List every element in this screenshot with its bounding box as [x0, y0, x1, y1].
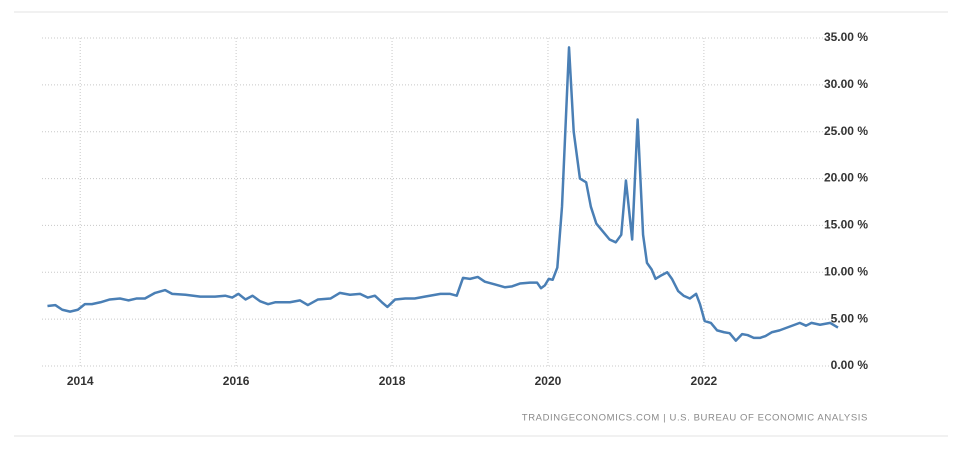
- y-tick-label: 35.00 %: [824, 30, 868, 44]
- line-series: [47, 46, 839, 342]
- y-tick-label: 10.00 %: [824, 264, 868, 278]
- x-tick-label: 2014: [67, 374, 94, 388]
- x-tick-label: 2020: [535, 374, 562, 388]
- y-tick-label: 5.00 %: [831, 311, 869, 325]
- y-tick-label: 25.00 %: [824, 124, 868, 138]
- y-tick-label: 15.00 %: [824, 218, 868, 232]
- x-tick-label: 2016: [223, 374, 250, 388]
- y-tick-label: 20.00 %: [824, 171, 868, 185]
- y-tick-label: 30.00 %: [824, 77, 868, 91]
- x-tick-label: 2018: [379, 374, 406, 388]
- y-tick-label: 0.00 %: [831, 358, 869, 372]
- x-tick-label: 2022: [691, 374, 718, 388]
- source: TRADINGECONOMICS.COM | U.S. BUREAU OF EC…: [522, 413, 868, 424]
